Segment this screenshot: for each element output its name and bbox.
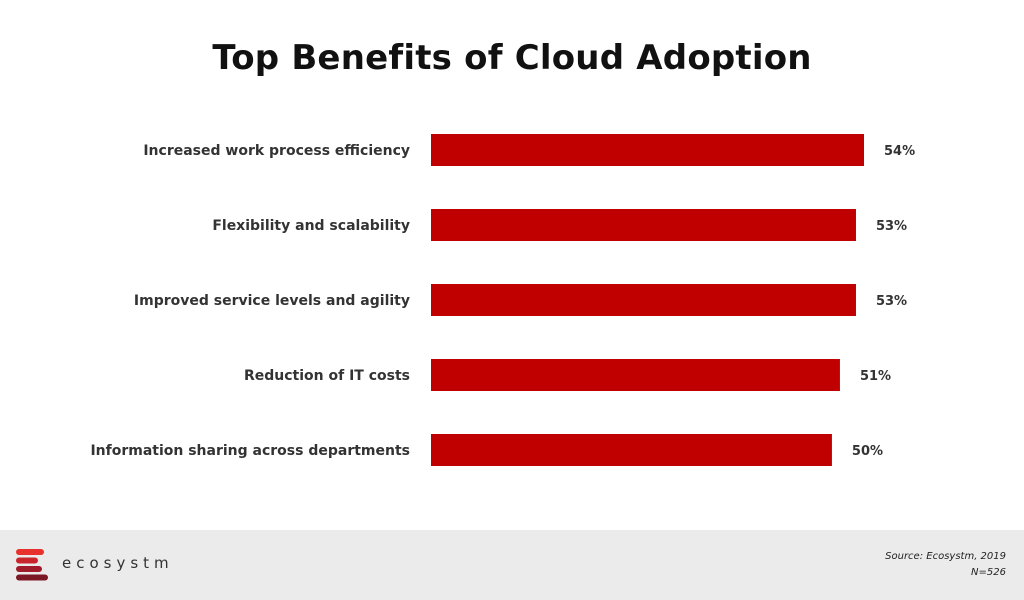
category-label: Increased work process efficiency [143, 143, 410, 159]
bar [431, 434, 832, 466]
bar-chart: Increased work process efficiency 54% Flex… [90, 134, 915, 466]
category-label: Flexibility and scalability [212, 218, 410, 234]
category-label: Improved service levels and agility [134, 293, 410, 309]
category-label: Information sharing across departments [90, 443, 410, 459]
value-label: 53% [876, 294, 907, 309]
chart-title: Top Benefits of Cloud Adoption [212, 38, 812, 78]
ecosystm-logo-icon [16, 549, 48, 581]
value-label: 51% [860, 369, 891, 384]
logo-wordmark: ecosystm [62, 554, 174, 572]
value-label: 54% [884, 144, 915, 159]
category-label: Reduction of IT costs [244, 368, 410, 384]
source-note: Source: Ecosystm, 2019 N=526 [885, 549, 1006, 581]
footer: ecosystm Source: Ecosystm, 2019 N=526 [0, 530, 1024, 600]
sample-size: N=526 [971, 567, 1006, 578]
value-label: 50% [852, 444, 883, 459]
bar [431, 134, 864, 166]
source-text: Source: Ecosystm, 2019 [885, 551, 1006, 562]
bar [431, 209, 856, 241]
bar [431, 284, 856, 316]
bar [431, 359, 840, 391]
value-label: 53% [876, 219, 907, 234]
